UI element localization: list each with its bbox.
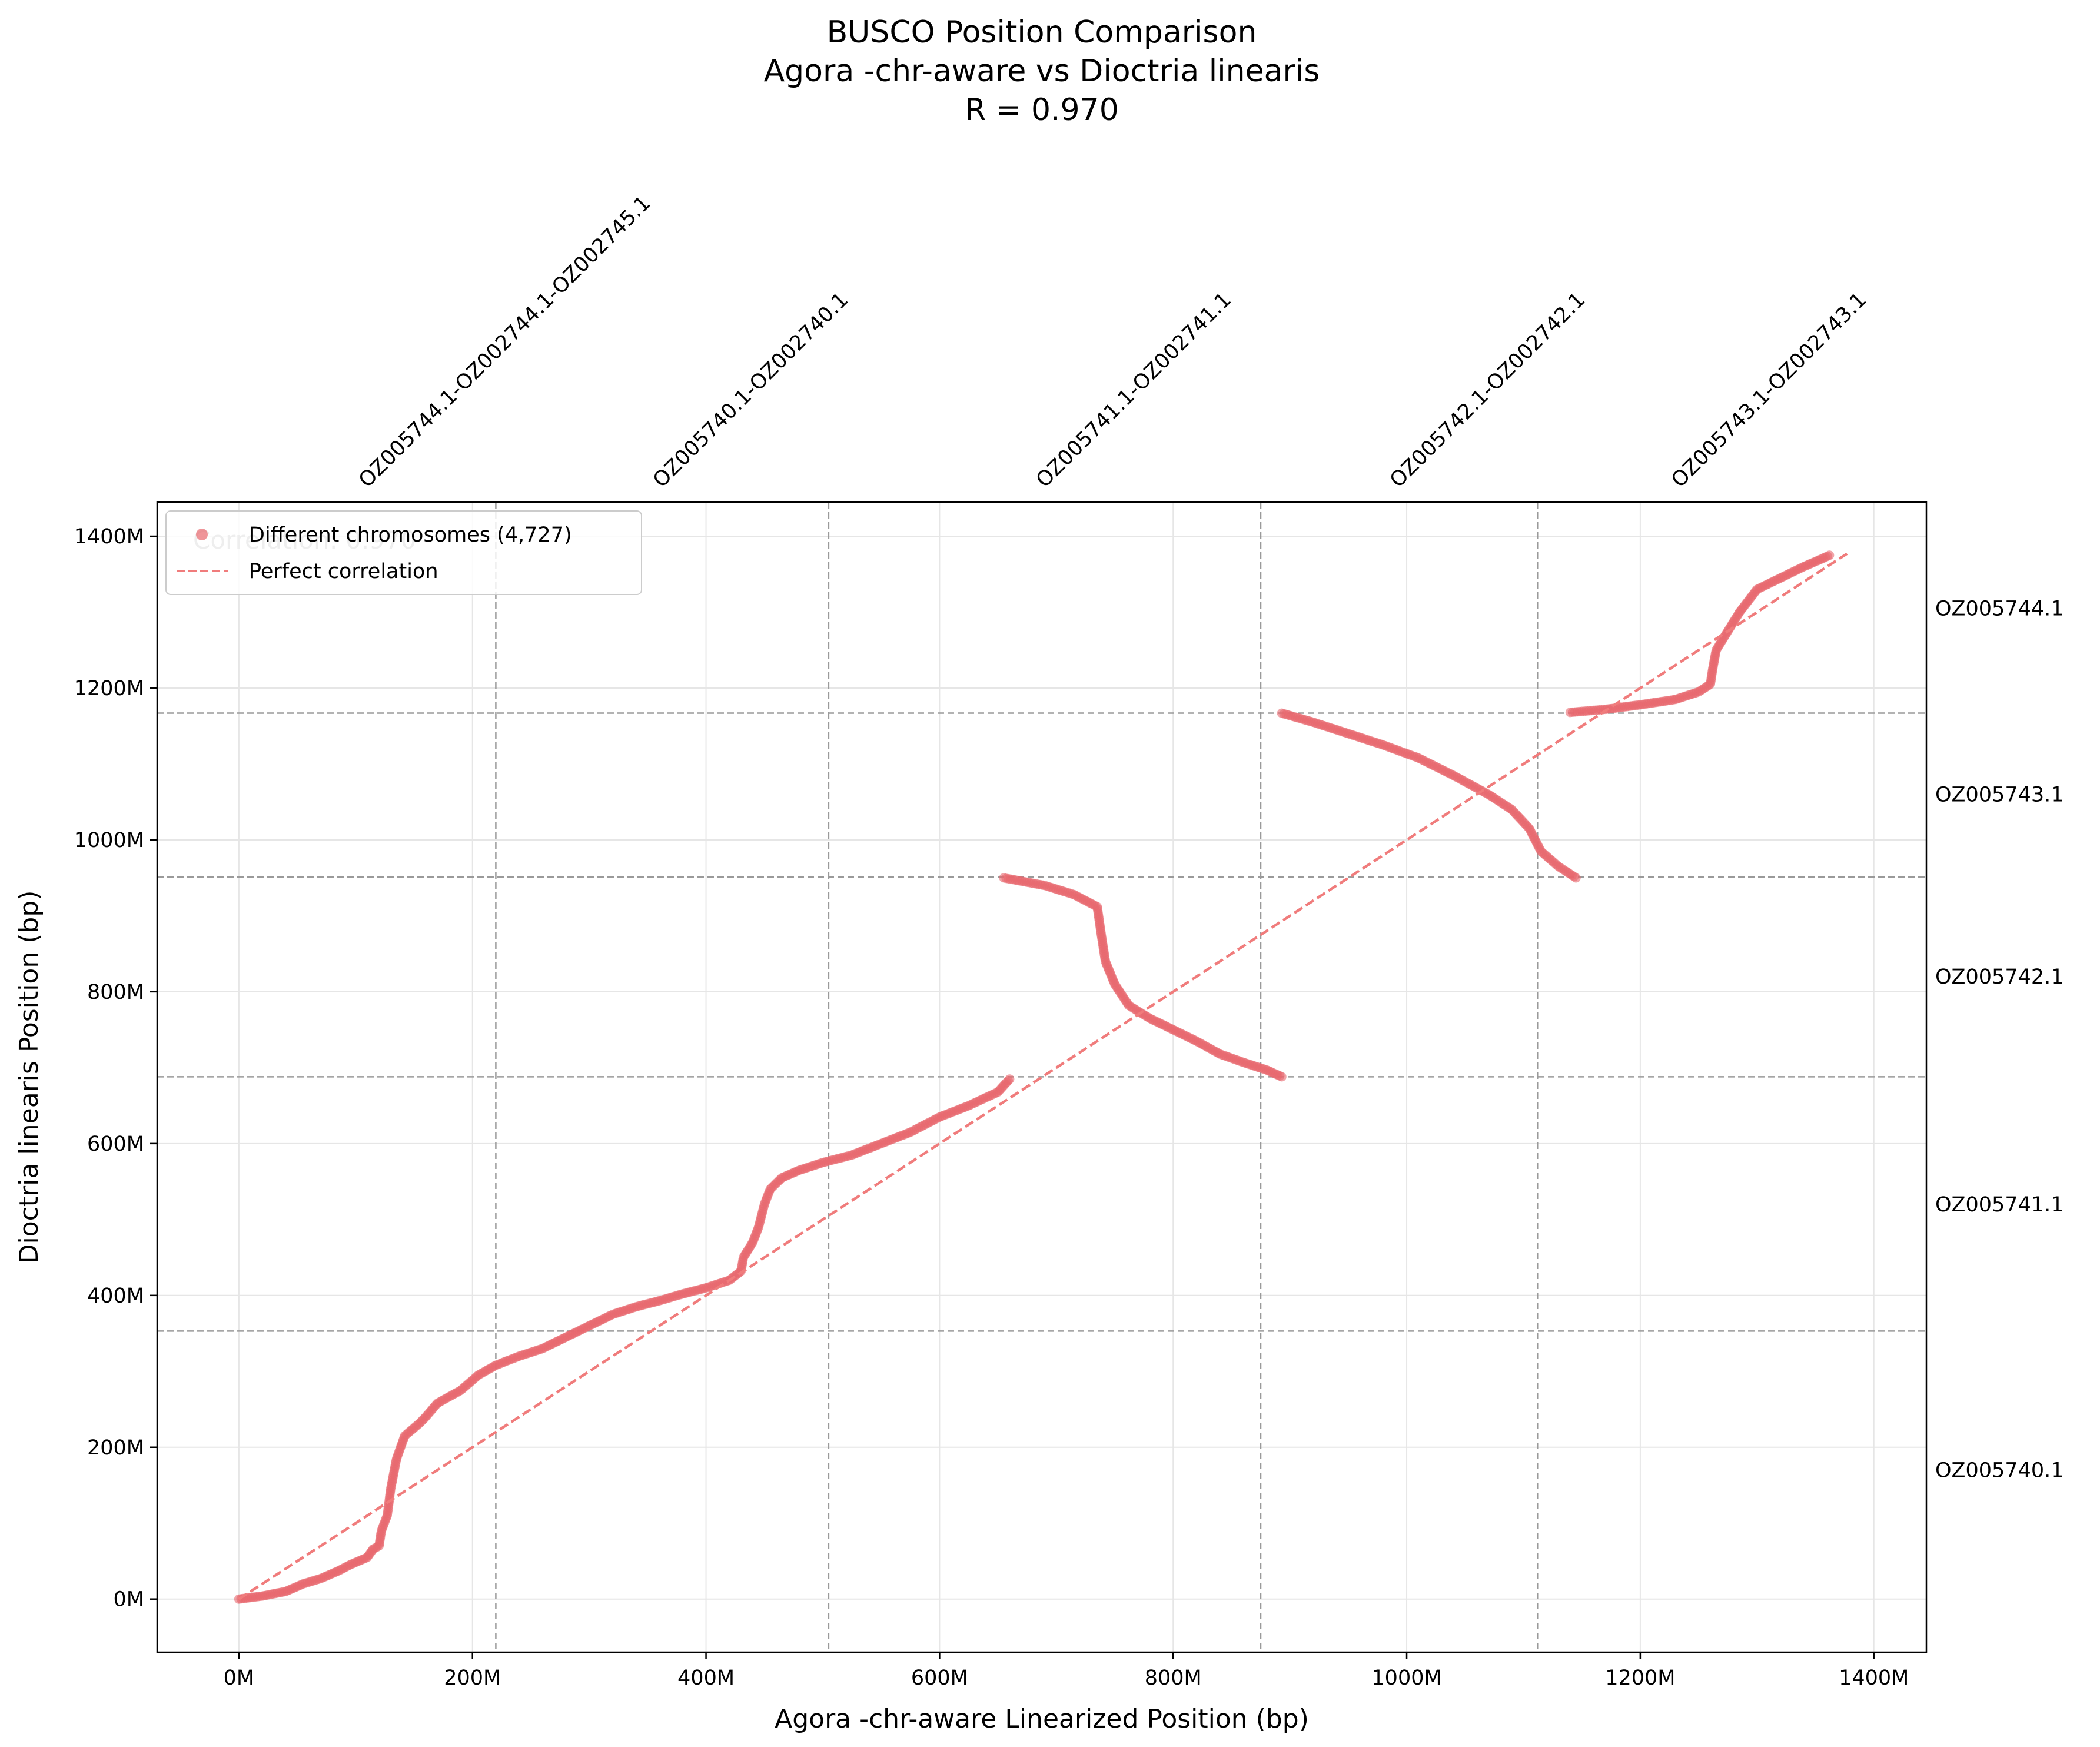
y-tick-label: 200M [87,1436,144,1460]
data-point [1277,1072,1287,1082]
y-tick-label: 400M [87,1284,144,1308]
x-tick-label: 400M [677,1666,735,1690]
legend-label-points: Different chromosomes (4,727) [249,523,572,547]
y-tick-label: 1000M [74,829,144,852]
tick-layer: 0M 200M 400M 600M 800M 1000M 1200M 1400M 0M 200M 4… [74,525,1909,1690]
right-chromosome-labels: OZ005744.1 OZ005743.1 OZ005742.1 OZ005741.1… [1935,597,2064,1483]
chart-title-line-1: BUSCO Position Comparison [827,15,1257,50]
x-tick-label: 200M [444,1666,501,1690]
perfect-correlation-line [238,552,1848,1600]
legend-label-line: Perfect correlation [249,560,438,583]
y-tick-label: 0M [114,1588,144,1612]
y-axis-label: Dioctria linearis Position (bp) [14,891,44,1264]
chart-title-line-3: R = 0.970 [965,92,1119,128]
x-tick-label: 1400M [1839,1666,1909,1690]
y-tick-label: 600M [87,1132,144,1156]
right-chromosome-label: OZ005743.1 [1935,783,2064,807]
x-axis-label: Agora -chr-aware Linearized Position (bp… [775,1704,1309,1734]
data-layer [234,550,1848,1604]
x-tick-label: 1200M [1605,1666,1675,1690]
right-chromosome-label: OZ005742.1 [1935,965,2064,989]
legend-box [165,510,642,595]
x-tick-label: 0M [224,1666,254,1690]
y-tick-label: 1200M [74,677,144,700]
x-tick-label: 1000M [1371,1666,1441,1690]
x-tick-label: 600M [911,1666,968,1690]
right-chromosome-label: OZ005744.1 [1935,597,2064,621]
chart-title-line-2: Agora -chr-aware vs Dioctria linearis [764,54,1320,89]
legend-marker-points [196,529,208,540]
x-tick-label: 800M [1145,1666,1202,1690]
data-point [1825,550,1835,560]
plot-frame [156,501,1928,1653]
right-chromosome-label: OZ005741.1 [1935,1193,2064,1217]
legend: Correlation: 0.970 Different chromosomes… [165,510,642,595]
chromosome-boundary-layer [157,502,1926,1652]
data-point [1005,1074,1015,1084]
y-tick-label: 800M [87,981,144,1004]
right-chromosome-label: OZ005740.1 [1935,1459,2064,1482]
y-tick-label: 1400M [74,525,144,549]
data-point [1571,873,1581,883]
